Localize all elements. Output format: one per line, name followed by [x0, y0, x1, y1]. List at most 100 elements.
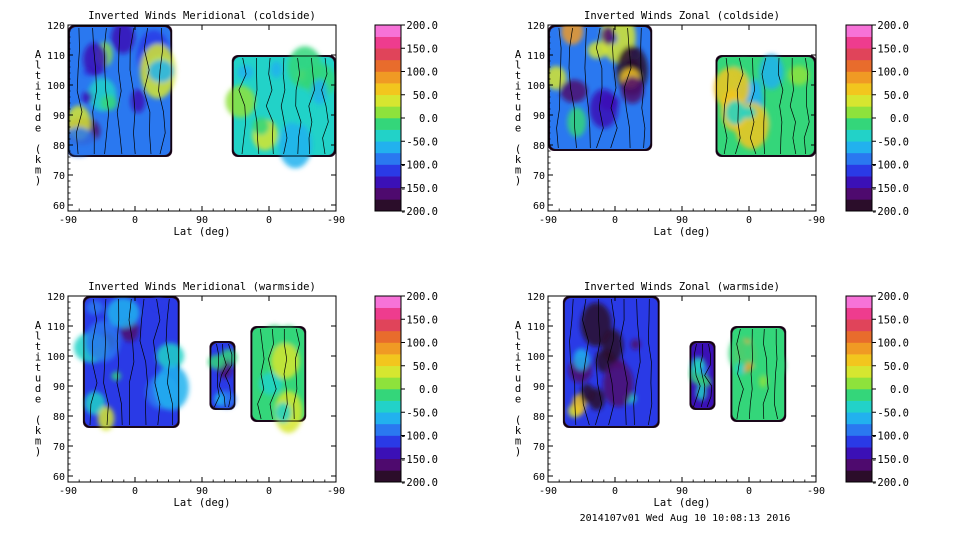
contour-line — [265, 57, 274, 155]
y-axis-label-char: ) — [35, 446, 41, 458]
colorbar-band — [375, 25, 401, 37]
contour-blob — [259, 372, 283, 395]
x-axis-label: Lat (deg) — [174, 497, 231, 509]
contour-blob — [602, 361, 634, 408]
region-outline — [232, 55, 336, 157]
y-axis-label-char: i — [515, 80, 521, 92]
y-tick-label: 90 — [533, 111, 545, 122]
contour-blob — [567, 107, 587, 137]
colorbar-tick-label: 200.0 — [877, 20, 909, 32]
colorbar-band — [375, 176, 401, 189]
y-axis-label-char: A — [35, 49, 42, 61]
colorbar-band — [846, 36, 872, 49]
colorbar-band — [375, 296, 401, 308]
colorbar-tick-label: -50.0 — [877, 407, 909, 419]
contour-lines — [210, 341, 235, 410]
contour-line — [158, 27, 166, 155]
contour-blob — [580, 302, 612, 347]
contour-blob — [154, 364, 189, 411]
contour-blob — [759, 375, 768, 388]
contour-line — [803, 57, 810, 155]
colorbar-band — [375, 187, 401, 200]
x-axis-label: Lat (deg) — [654, 226, 711, 238]
colorbar-band — [375, 412, 401, 425]
x-tick-label: -90 — [327, 215, 345, 226]
colorbar-band — [846, 199, 872, 212]
panel-1: Inverted Winds Zonal (coldside) -90 0 90 0 -9… — [515, 10, 909, 238]
contour-blob — [270, 61, 283, 78]
colorbar-tick-label: -200.0 — [871, 206, 909, 218]
y-tick-label: 70 — [53, 442, 65, 453]
colorbar-tick-label: -100.0 — [400, 431, 438, 443]
contour-blob — [601, 26, 615, 45]
colorbar-band — [375, 342, 401, 355]
colorbar-band — [375, 458, 401, 471]
x-tick-label: 90 — [676, 486, 688, 497]
y-tick-label: 80 — [533, 412, 545, 423]
colorbar-band — [375, 319, 401, 332]
colorbar-tick-label: -200.0 — [400, 477, 438, 489]
colorbar-band — [846, 423, 872, 436]
contour-line — [699, 343, 706, 408]
panel-0: Inverted Winds Meridional (coldside) -90 0… — [35, 10, 438, 238]
y-axis-label-char: l — [515, 59, 521, 71]
colorbar-tick-label: -100.0 — [400, 160, 438, 172]
y-tick-label: 100 — [47, 81, 65, 92]
colorbar-band — [846, 400, 872, 413]
contour-blob — [100, 95, 118, 111]
colorbar-tick-label: 50.0 — [884, 90, 909, 102]
contour-line — [647, 298, 653, 426]
contour-blob — [741, 106, 756, 119]
x-tick-label: 90 — [196, 486, 208, 497]
contour-line — [610, 27, 618, 149]
plot-title: Inverted Winds Zonal (coldside) — [584, 10, 780, 22]
contour-blob — [735, 362, 745, 376]
colorbar-band — [846, 435, 872, 448]
colorbar-tick-label: 0.0 — [419, 384, 438, 396]
data-region-texture — [548, 25, 648, 137]
colorbar-band — [846, 412, 872, 425]
colorbar-tick-label: -150.0 — [871, 183, 909, 195]
colorbar-band — [375, 48, 401, 61]
colorbar-band — [846, 118, 872, 130]
y-tick-label: 100 — [47, 352, 65, 363]
colorbar-tick-label: 150.0 — [406, 314, 438, 326]
contour-line — [749, 57, 757, 155]
contour-blob — [588, 388, 605, 411]
colorbar-tick-label: 0.0 — [419, 113, 438, 125]
colorbar-tick-label: 50.0 — [884, 361, 909, 373]
y-axis-label-char: e — [515, 122, 521, 134]
y-axis-label-char: k — [515, 154, 522, 166]
y-axis-label-char: ( — [35, 143, 41, 155]
colorbar-band — [375, 400, 401, 413]
colorbar-band — [846, 25, 872, 37]
contour-blob — [106, 297, 140, 329]
region-outline — [690, 341, 715, 410]
y-axis-label-char: m — [515, 435, 521, 447]
colorbar-band — [375, 59, 401, 72]
region-outline — [83, 296, 180, 428]
y-tick-label: 110 — [47, 51, 65, 62]
contour-blob — [759, 54, 784, 90]
contour-line — [556, 27, 562, 149]
y-axis-label-char: ) — [515, 446, 521, 458]
y-axis-label-char: l — [35, 59, 41, 71]
x-tick-label: 0 — [746, 215, 752, 226]
colorbar-band — [846, 129, 872, 142]
colorbar-band — [375, 94, 401, 107]
contour-blob — [130, 89, 146, 113]
colorbar-band — [846, 307, 872, 320]
colorbar-tick-label: 200.0 — [406, 20, 438, 32]
y-axis-label-char: t — [35, 341, 41, 353]
contour-blob — [713, 67, 750, 110]
colorbar-band — [375, 118, 401, 130]
y-axis-label-char: ) — [515, 175, 521, 187]
region-outline — [210, 341, 235, 410]
y-tick-label: 120 — [47, 21, 65, 32]
contour-line — [748, 328, 753, 420]
y-axis-label-char: i — [35, 80, 41, 92]
y-axis-label-char: t — [515, 91, 521, 103]
contour-line — [139, 298, 148, 426]
